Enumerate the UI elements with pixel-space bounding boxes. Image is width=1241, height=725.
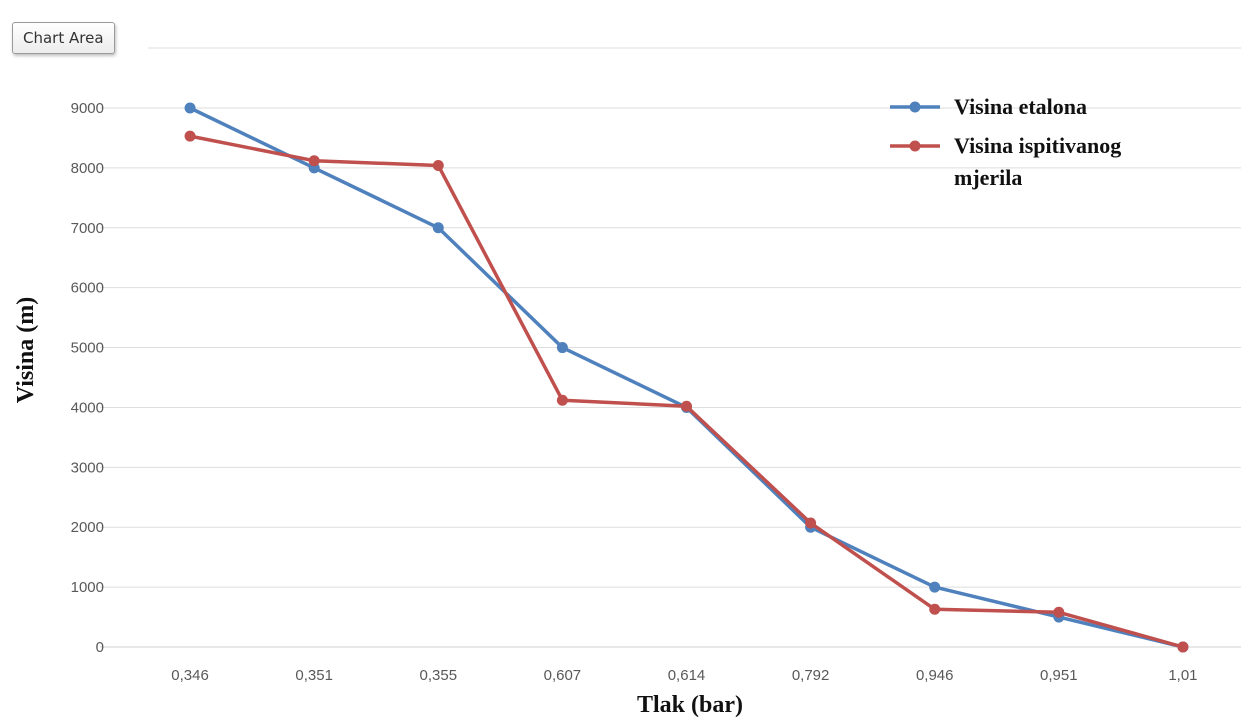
data-point xyxy=(805,517,817,529)
y-axis-title: Visina (m) xyxy=(13,297,39,403)
chart-area-tooltip: Chart Area xyxy=(12,22,115,54)
legend-item: Visina ispitivanog mjerila xyxy=(890,133,1121,190)
x-tick-label: 0,351 xyxy=(295,667,333,684)
x-axis-ticks: 0,346 0,351 0,355 0,607 0,614 0,792 0,946 0,951… xyxy=(171,667,1197,684)
data-point xyxy=(556,394,568,406)
series-2 xyxy=(184,130,1189,653)
x-tick-label: 0,792 xyxy=(792,667,830,684)
series-1 xyxy=(184,102,1189,653)
y-tick-label: 3000 xyxy=(71,459,104,476)
y-tick-label: 5000 xyxy=(71,340,104,357)
y-tick-label: 6000 xyxy=(71,280,104,297)
legend-label: Visina ispitivanog mjerila xyxy=(954,133,1121,190)
data-point xyxy=(308,155,320,167)
data-point xyxy=(556,342,568,354)
data-point xyxy=(929,581,941,593)
legend-label: Visina etalona xyxy=(954,94,1087,119)
data-point xyxy=(432,222,444,234)
y-tick-label: 2000 xyxy=(71,519,104,536)
legend-item: Visina etalona xyxy=(890,94,1087,119)
x-axis-title: Tlak (bar) xyxy=(637,692,743,718)
data-point xyxy=(184,102,196,114)
series-line xyxy=(188,134,1185,649)
x-tick-label: 1,01 xyxy=(1168,667,1197,684)
legend-swatch-marker xyxy=(909,101,921,113)
legend: Visina etalona Visina ispitivanog mjerila xyxy=(890,94,1121,190)
series-layer xyxy=(184,102,1189,653)
x-tick-label: 0,946 xyxy=(916,667,954,684)
y-tick-label: 1000 xyxy=(71,579,104,596)
x-tick-label: 0,607 xyxy=(544,667,582,684)
data-point xyxy=(1053,606,1065,618)
data-point xyxy=(184,130,196,142)
x-tick-label: 0,346 xyxy=(171,667,209,684)
y-tick-label: 0 xyxy=(96,639,104,656)
data-point xyxy=(1177,641,1189,653)
series-line xyxy=(188,106,1185,649)
x-tick-label: 0,355 xyxy=(420,667,458,684)
legend-swatch-marker xyxy=(909,140,921,152)
data-point xyxy=(432,159,444,171)
data-point xyxy=(681,400,692,412)
data-point xyxy=(929,603,941,615)
y-tick-label: 9000 xyxy=(71,100,104,117)
gridlines xyxy=(100,47,1241,648)
y-tick-label: 4000 xyxy=(71,399,104,416)
x-tick-label: 0,951 xyxy=(1040,667,1078,684)
y-axis-ticks: 0 1000 2000 3000 4000 5000 6000 7000 8000 9000 xyxy=(71,100,104,656)
y-tick-label: 7000 xyxy=(71,220,104,237)
x-tick-label: 0,614 xyxy=(668,667,706,684)
y-tick-label: 8000 xyxy=(71,160,104,177)
